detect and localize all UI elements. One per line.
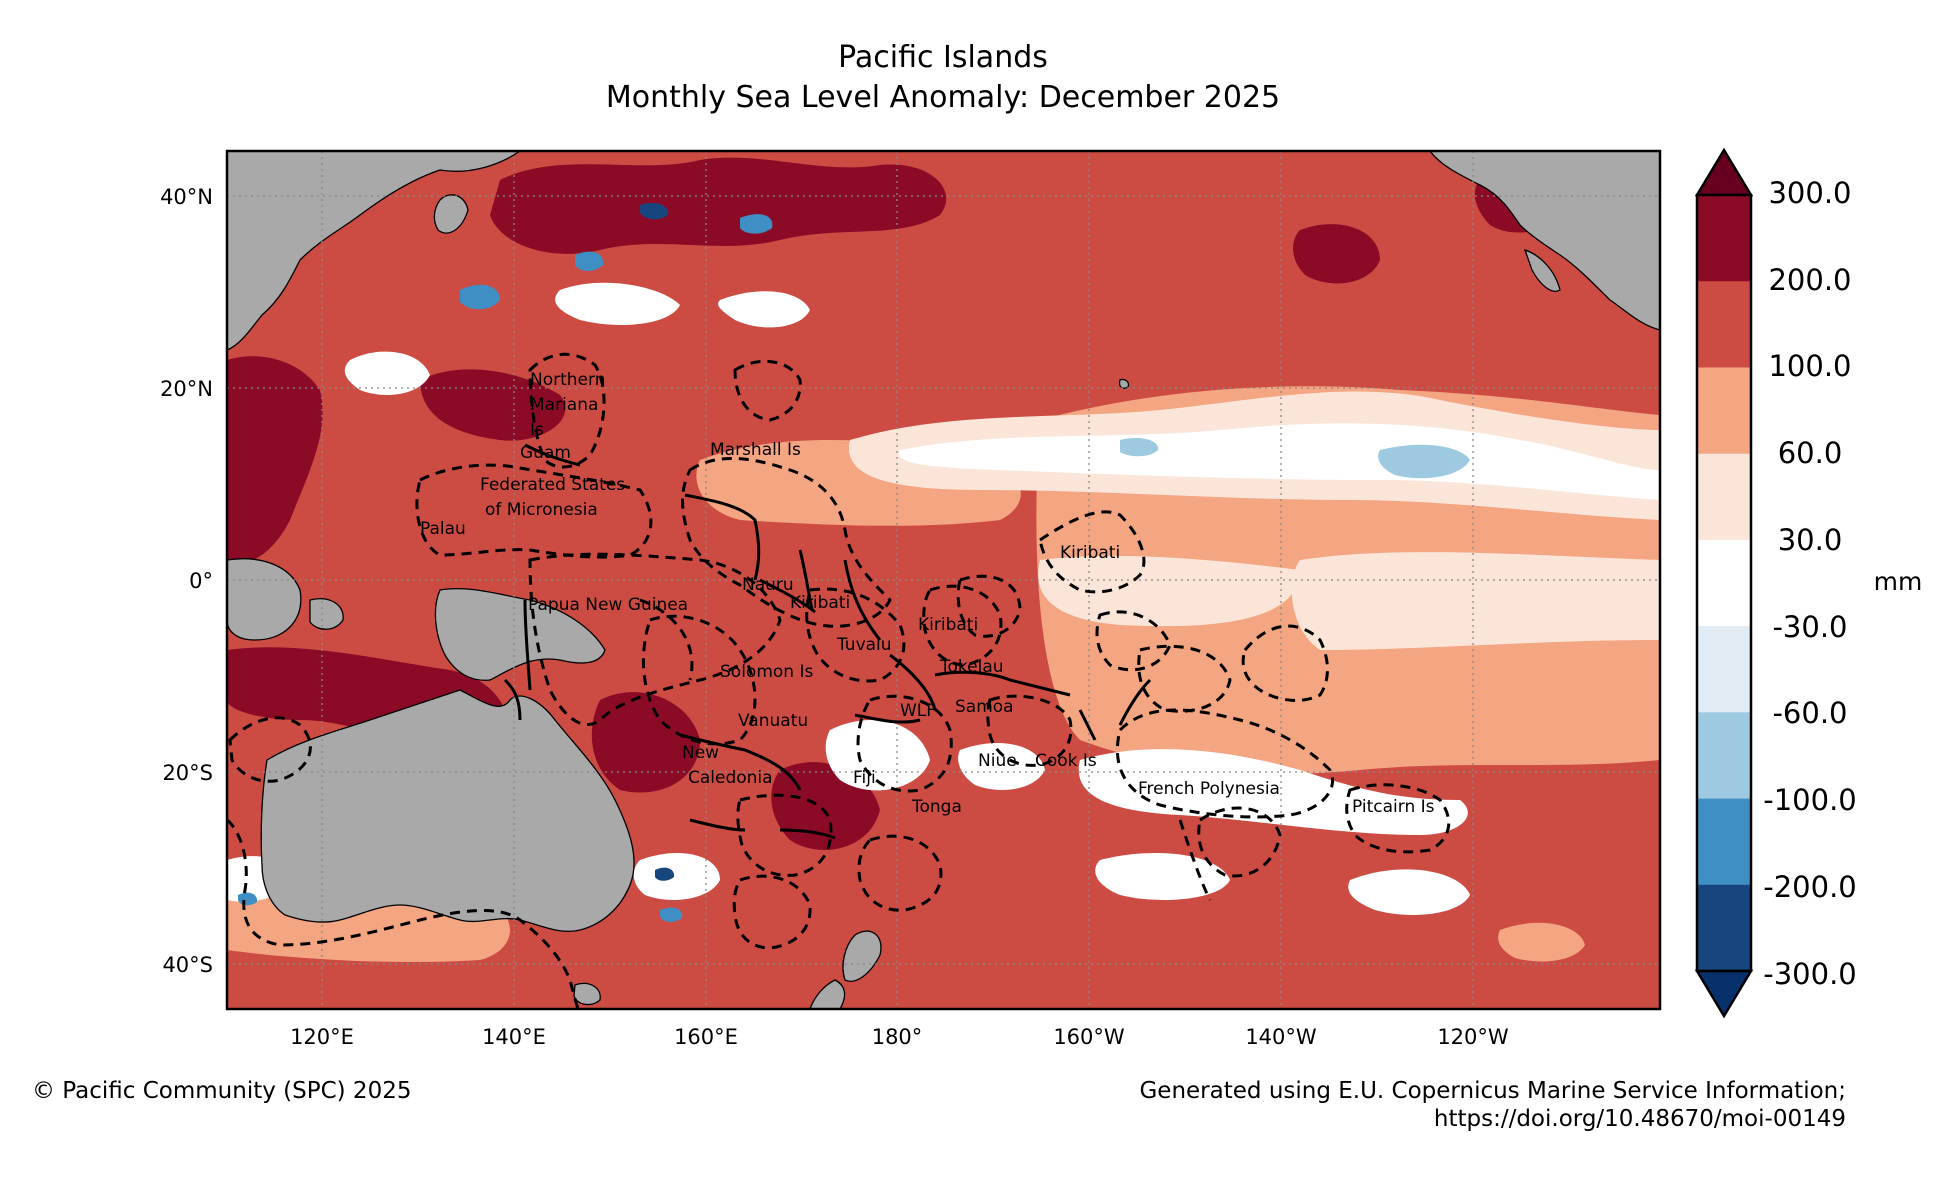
lon-label: 140°E [482, 1025, 546, 1049]
colorbar-extend-max [1694, 147, 1754, 197]
lat-label: 20°N [160, 377, 213, 401]
label-mariana: Mariana [530, 395, 598, 415]
source-line-2: https://doi.org/10.48670/moi-00149 [1433, 1106, 1846, 1132]
colorbar-swatch [1697, 195, 1751, 282]
label-tonga: Tonga [911, 797, 962, 817]
label-kiribati-east: Kiribati [1060, 543, 1120, 563]
copyright-credit: © Pacific Community (SPC) 2025 [32, 1078, 412, 1104]
label-niue: Niue [978, 751, 1017, 771]
label-marshall-is: Marshall Is [710, 440, 801, 460]
colorbar-tick-label: 60.0 [1778, 436, 1843, 470]
colorbar-swatch [1697, 453, 1751, 541]
indonesia-landmass [227, 558, 302, 641]
label-tuvalu: Tuvalu [836, 635, 892, 655]
colorbar-swatch [1697, 798, 1751, 886]
map-subtitle: Monthly Sea Level Anomaly: December 2025 [605, 80, 1281, 115]
lat-label: 20°S [162, 761, 213, 785]
lat-label: 40°S [162, 953, 213, 977]
colorbar-tick-label: -200.0 [1763, 870, 1857, 904]
longitude-labels: 120°E 140°E 160°E 180° 160°W 140°W 120°W [290, 1025, 1509, 1049]
eez-boundaries [227, 352, 1451, 1009]
source-line-1: Generated using E.U. Copernicus Marine S… [1139, 1078, 1846, 1104]
new-zealand-north-island [842, 930, 882, 982]
colorbar-swatch [1697, 281, 1751, 368]
new-guinea-island [434, 587, 606, 681]
hawaii-island [1118, 378, 1130, 389]
label-palau: Palau [420, 519, 466, 539]
label-samoa: Samoa [955, 697, 1014, 717]
colorbar-tick-label: 300.0 [1768, 176, 1851, 210]
colorbar-swatch [1697, 626, 1751, 713]
label-northern: Northern [530, 370, 605, 390]
latitude-labels: 40°N 20°N 0° 20°S 40°S [160, 185, 213, 977]
colorbar-swatch [1697, 367, 1751, 455]
lon-label: 120°E [290, 1025, 354, 1049]
label-tokelau: Tokelau [939, 657, 1004, 677]
label-wlf: WLF [900, 701, 936, 721]
map-area: Northern Mariana Is Guam Federated State… [227, 151, 1660, 1009]
label-new: New [682, 743, 719, 763]
new-zealand-south-island [809, 979, 846, 1009]
label-fsm-line1: Federated States [480, 475, 625, 495]
colorbar-unit: mm [1874, 567, 1923, 596]
colorbar: 300.0 200.0 100.0 60.0 30.0 -30.0 -60.0 … [1694, 147, 1923, 1019]
colorbar-frame [1695, 193, 1753, 973]
label-fiji: Fiji [853, 768, 876, 788]
label-guam: Guam [520, 443, 571, 463]
map-title: Pacific Islands [838, 40, 1048, 75]
lat-label: 40°N [160, 185, 213, 209]
lon-label: 180° [872, 1025, 923, 1049]
colorbar-swatch [1697, 884, 1751, 972]
colorbar-tick-label: -100.0 [1763, 783, 1857, 817]
label-french-polynesia: French Polynesia [1138, 779, 1280, 799]
label-is: Is [530, 420, 544, 440]
lon-label: 160°E [674, 1025, 738, 1049]
colorbar-swatches [1694, 147, 1754, 1019]
baja-california [1523, 248, 1561, 292]
label-fsm-line2: of Micronesia [485, 500, 598, 520]
asia-landmass [227, 151, 522, 351]
region-labels: Northern Mariana Is Guam Federated State… [420, 370, 1435, 817]
lon-label: 120°W [1437, 1025, 1509, 1049]
colorbar-tick-label: -30.0 [1772, 610, 1847, 644]
label-solomon-is: Solomon Is [720, 662, 813, 682]
lon-label: 140°W [1245, 1025, 1317, 1049]
tasmania-island [573, 982, 601, 1006]
map-frame [225, 149, 1662, 1011]
anomaly-field [227, 157, 1660, 962]
colorbar-tick-label: -60.0 [1772, 696, 1847, 730]
label-nauru: Nauru [742, 575, 794, 595]
lon-label: 160°W [1053, 1025, 1125, 1049]
graticule [227, 151, 1660, 1009]
label-vanuatu: Vanuatu [738, 711, 808, 731]
colorbar-extend-min [1694, 969, 1754, 1019]
australia-landmass [260, 689, 635, 932]
colorbar-swatch [1697, 712, 1751, 800]
label-cook-is: Cook Is [1035, 751, 1097, 771]
colorbar-tick-label: 100.0 [1768, 349, 1851, 383]
indonesia-island [309, 598, 344, 630]
colorbar-tick-label: 200.0 [1768, 263, 1851, 297]
lat-label: 0° [189, 569, 213, 593]
colorbar-swatch [1697, 539, 1751, 627]
label-kiribati-central: Kiribati [918, 615, 978, 635]
colorbar-ticks: 300.0 200.0 100.0 60.0 30.0 -30.0 -60.0 … [1763, 176, 1857, 991]
label-pitcairn-is: Pitcairn Is [1352, 797, 1435, 817]
data-source-credit: Generated using E.U. Copernicus Marine S… [1139, 1077, 1846, 1133]
colorbar-tick-label: 30.0 [1778, 523, 1843, 557]
colorbar-tick-label: -300.0 [1763, 957, 1857, 991]
maritime-boundaries [503, 443, 1152, 840]
label-caledonia: Caledonia [688, 768, 773, 788]
label-kiribati-west: Kiribati [790, 593, 850, 613]
label-papua-new-guinea: Papua New Guinea [528, 595, 688, 615]
land [227, 151, 1660, 1009]
